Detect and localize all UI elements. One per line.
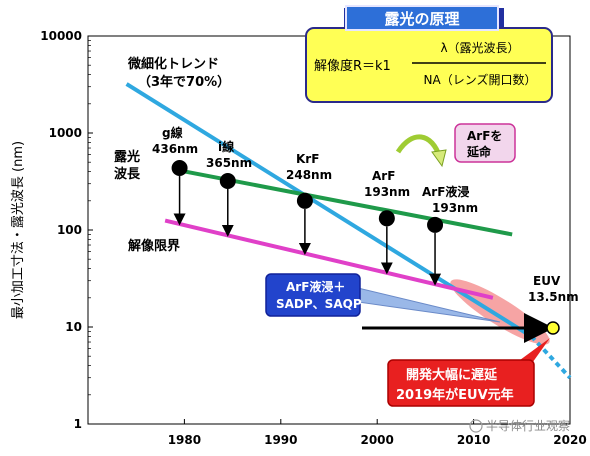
wavelength-point-3 — [378, 210, 395, 227]
wavelength-point-0 — [171, 159, 188, 176]
euv-point — [546, 321, 560, 335]
series-trend — [125, 82, 533, 339]
euv-label: EUV — [533, 274, 561, 288]
arf-immersion-box — [265, 273, 361, 317]
wavelength-point-4 — [427, 216, 444, 233]
x-axis-ticks: 1980 1990 2000 2010 2020 — [168, 419, 587, 447]
arf-immersion-2: SADP、SAQP — [276, 297, 362, 311]
formula-left: 解像度R＝k1 — [314, 58, 391, 74]
label-g-line: g線 — [162, 125, 183, 140]
label-arf-immersion-nm: 193nm — [432, 201, 478, 215]
arf-extend-1: ArFを — [467, 129, 502, 143]
y-axis-label: 最小加工寸法・露光波長 (nm) — [11, 141, 26, 319]
resolution-label: 解像限界 — [127, 238, 180, 254]
title-box — [345, 5, 499, 31]
formula-denominator: NA（レンズ開口数） — [424, 72, 537, 87]
x-tick-label-0: 1980 — [168, 433, 201, 447]
delay-callout-pointer — [520, 338, 550, 366]
down-arrows — [173, 175, 442, 286]
label-arf-nm: 193nm — [364, 185, 410, 199]
y-axis-ticks: 1 10 100 1000 10000 — [40, 29, 93, 431]
curved-arrow-head — [431, 149, 447, 168]
wavelength-point-1 — [219, 173, 236, 190]
title: 露光の原理 — [384, 10, 459, 28]
label-i-line-nm: 365nm — [206, 156, 252, 170]
label-g-line-nm: 436nm — [152, 142, 198, 156]
wavelength-points — [171, 159, 444, 233]
wavelength-label-1: 露光 — [114, 149, 140, 165]
trend-label-1: 微細化トレンド — [127, 56, 219, 72]
delay-box — [387, 359, 535, 407]
y-tick-label-2: 100 — [57, 223, 82, 237]
y-tick-label-4: 10000 — [40, 29, 82, 43]
watermark: 半导体行业观察 — [486, 419, 570, 433]
arf-immersion-1: ArF液浸＋ — [286, 279, 345, 294]
label-krf: KrF — [296, 152, 319, 166]
formula-numerator: λ（露光波長） — [440, 41, 519, 55]
wavelength-point-2 — [296, 192, 313, 209]
label-arf-immersion: ArF液浸 — [422, 184, 469, 199]
x-tick-label-1: 1990 — [264, 433, 297, 447]
label-i-line: i線 — [218, 139, 234, 154]
x-tick-label-2: 2000 — [360, 433, 393, 447]
label-krf-nm: 248nm — [286, 168, 332, 182]
watermark-icon — [469, 419, 483, 433]
y-tick-label-0: 1 — [74, 417, 82, 431]
euv-label-nm: 13.5nm — [528, 290, 579, 304]
delay-1: 開発大幅に遅延 — [406, 367, 498, 383]
series-trend_ext — [529, 335, 572, 380]
x-tick-label-4: 2020 — [553, 433, 586, 447]
label-arf: ArF — [372, 169, 395, 183]
delay-2: 2019年がEUV元年 — [396, 387, 514, 403]
y-tick-label-3: 1000 — [49, 126, 82, 140]
x-tick-label-3: 2010 — [457, 433, 490, 447]
arf-extend-2: 延命 — [466, 144, 492, 159]
arf-extend-box — [454, 123, 516, 163]
wavelength-label-2: 波長 — [114, 166, 141, 182]
y-tick-label-1: 10 — [65, 320, 82, 334]
trend-label-2: （3年で70%） — [138, 74, 230, 90]
